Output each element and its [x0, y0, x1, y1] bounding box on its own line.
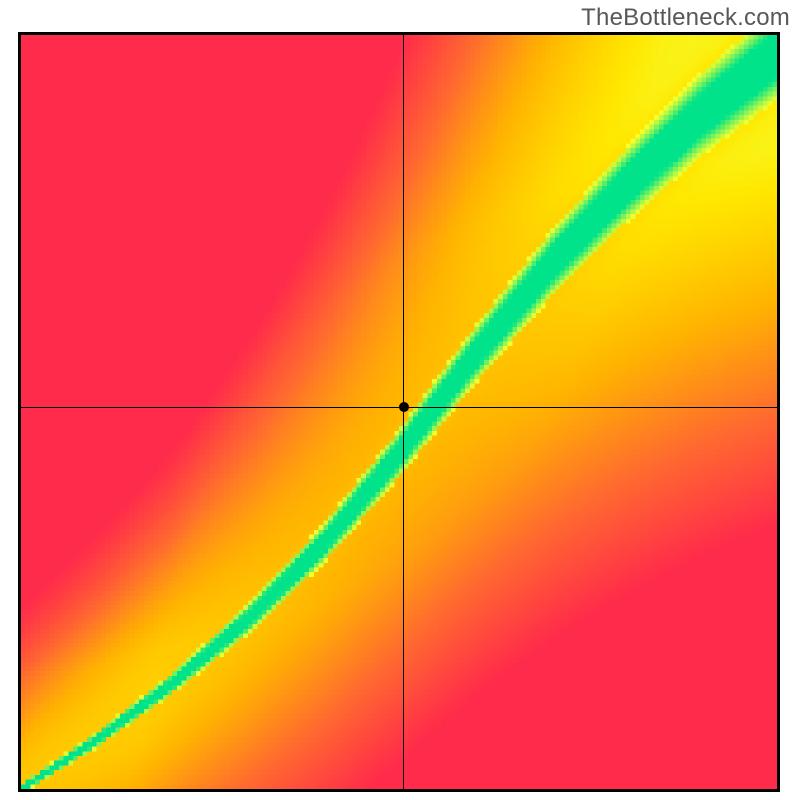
bottleneck-heatmap	[21, 35, 777, 789]
watermark-text: TheBottleneck.com	[581, 4, 790, 32]
